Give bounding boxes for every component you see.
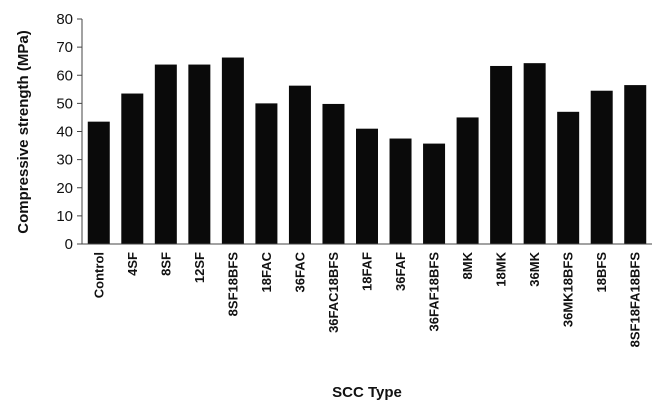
- x-tick-label: 12SF: [192, 252, 207, 283]
- bar: [154, 64, 177, 244]
- x-tick-label: 36MK: [527, 251, 542, 286]
- x-axis-ticks: Control 4SF 8SF 12SF 8SF18BFS 18FAC 36FAC 36FAC…: [91, 251, 642, 347]
- bar: [590, 90, 613, 244]
- x-tick-label: 18FAF: [360, 252, 375, 291]
- x-axis-title: SCC Type: [332, 384, 402, 401]
- y-axis-ticks: 0 10 20 30 40 50 60 70 80: [56, 11, 82, 253]
- bar: [389, 138, 412, 244]
- bar: [523, 63, 546, 244]
- x-tick-label: 8SF: [158, 252, 173, 276]
- bar: [456, 117, 479, 244]
- y-tick-label: 60: [56, 67, 73, 84]
- y-tick-label: 0: [65, 236, 73, 253]
- x-tick-label: 8MK: [460, 251, 475, 279]
- x-tick-label: 18BFS: [594, 252, 609, 293]
- x-tick-label: 18MK: [494, 251, 509, 286]
- x-tick-label: Control: [91, 252, 106, 298]
- bar: [356, 128, 378, 244]
- y-tick-label: 40: [56, 124, 73, 141]
- bar: [188, 64, 211, 244]
- y-axis-title: Compressive strength (MPa): [15, 30, 32, 233]
- y-tick-label: 30: [56, 152, 73, 169]
- bar: [624, 85, 647, 244]
- x-tick-label: 8SF18FA18BFS: [628, 252, 643, 348]
- x-tick-label: 8SF18BFS: [225, 252, 240, 317]
- y-tick-label: 10: [56, 208, 73, 225]
- bars: [87, 57, 647, 244]
- y-tick-label: 20: [56, 180, 73, 197]
- bar: [288, 85, 311, 244]
- bar: [322, 103, 345, 244]
- x-tick-label: 36FAC18BFS: [326, 252, 341, 333]
- bar: [255, 103, 278, 244]
- bar: [87, 121, 110, 244]
- bar: [121, 93, 144, 244]
- y-tick-label: 70: [56, 39, 73, 56]
- bar: [490, 65, 513, 244]
- y-tick-label: 50: [56, 95, 73, 112]
- y-tick-label: 80: [56, 11, 73, 28]
- x-tick-label: 18FAC: [259, 251, 274, 292]
- x-tick-label: 36FAF: [393, 252, 408, 291]
- bar: [423, 143, 446, 244]
- bar: [221, 57, 244, 244]
- x-tick-label: 36FAF18BFS: [427, 252, 442, 332]
- x-tick-label: 4SF: [125, 252, 140, 276]
- x-tick-label: 36MK18BFS: [561, 252, 576, 327]
- bar: [557, 111, 580, 244]
- x-tick-label: 36FAC: [292, 251, 307, 292]
